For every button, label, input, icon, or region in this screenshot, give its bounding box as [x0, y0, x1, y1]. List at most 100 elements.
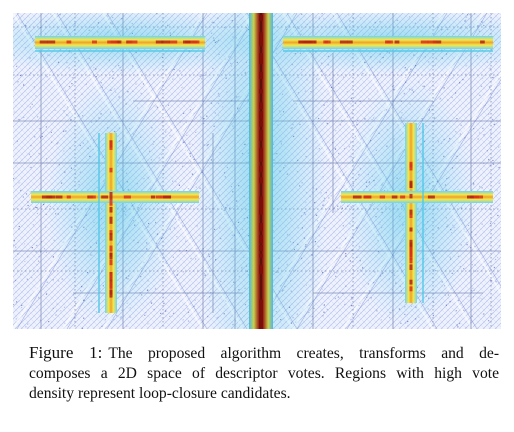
- noise-speck: [189, 152, 191, 154]
- noise-speck: [498, 146, 500, 148]
- noise-speck: [24, 260, 26, 263]
- noise-speck: [36, 207, 38, 209]
- noise-speck: [346, 91, 348, 93]
- noise-speck: [68, 85, 71, 88]
- vote-peak: [109, 167, 113, 173]
- vote-peak: [101, 195, 109, 199]
- noise-speck: [67, 106, 69, 108]
- noise-speck: [44, 226, 46, 228]
- vote-peak-center: [259, 120, 263, 127]
- vote-peak: [323, 40, 328, 44]
- vote-peak: [409, 258, 413, 264]
- noise-speck: [486, 150, 488, 152]
- noise-speck: [334, 297, 337, 299]
- noise-speck: [493, 123, 495, 125]
- noise-speck: [348, 146, 350, 148]
- noise-speck: [353, 314, 355, 316]
- noise-speck: [497, 256, 499, 259]
- noise-speck: [492, 163, 494, 165]
- noise-speck: [24, 243, 26, 245]
- noise-speck: [482, 77, 484, 79]
- vote-peak: [55, 195, 63, 199]
- vote-peak: [109, 230, 113, 235]
- vote-peak: [155, 195, 162, 199]
- noise-speck: [21, 304, 23, 306]
- noise-speck: [350, 141, 352, 143]
- noise-speck: [14, 279, 16, 282]
- noise-speck: [474, 264, 476, 266]
- noise-speck: [36, 244, 38, 246]
- noise-speck: [192, 144, 194, 146]
- caption-line-3: density represent loop-closure candidate…: [29, 385, 291, 402]
- noise-speck: [13, 244, 15, 246]
- vote-peak-center: [259, 152, 263, 162]
- vote-peak: [109, 289, 113, 298]
- noise-speck: [497, 214, 499, 217]
- noise-speck: [193, 305, 195, 307]
- vote-peak: [467, 195, 474, 199]
- noise-speck: [490, 279, 492, 282]
- noise-speck: [481, 223, 483, 225]
- vote-peak: [169, 40, 178, 44]
- noise-speck: [321, 288, 323, 290]
- noise-speck: [183, 112, 185, 114]
- noise-speck: [344, 303, 346, 306]
- vote-peak: [391, 195, 398, 199]
- noise-speck: [16, 301, 18, 303]
- vote-peak: [409, 193, 413, 199]
- noise-speck: [43, 248, 46, 250]
- noise-speck: [345, 285, 347, 287]
- vote-peak: [130, 40, 138, 44]
- noise-speck: [323, 304, 325, 306]
- vote-peak: [409, 250, 413, 256]
- noise-speck: [46, 158, 48, 160]
- noise-speck: [325, 263, 328, 265]
- noise-speck: [182, 271, 185, 273]
- noise-speck: [495, 281, 497, 283]
- noise-speck: [31, 103, 33, 105]
- noise-speck: [351, 112, 353, 114]
- noise-speck: [27, 256, 29, 258]
- vote-peak: [400, 195, 406, 199]
- noise-speck: [337, 205, 339, 207]
- noise-speck: [172, 256, 174, 258]
- noise-speck: [18, 225, 20, 228]
- noise-speck: [351, 298, 353, 300]
- noise-speck: [71, 83, 73, 85]
- noise-speck: [30, 145, 32, 147]
- noise-speck: [126, 325, 128, 327]
- noise-speck: [490, 131, 492, 133]
- vote-peak-center: [259, 196, 263, 206]
- vote-peak: [109, 273, 113, 279]
- noise-speck: [185, 240, 187, 242]
- noise-speck: [13, 304, 15, 306]
- noise-speck: [468, 296, 470, 298]
- caption-line-1: Figure 1: The proposed algorithm creates,…: [29, 343, 499, 364]
- vote-peak: [409, 227, 413, 232]
- noise-speck: [484, 133, 486, 135]
- vote-peak: [409, 254, 413, 260]
- vote-peak: [379, 195, 386, 199]
- vote-peak: [470, 195, 479, 199]
- noise-speck: [472, 287, 474, 289]
- vote-peak: [298, 40, 307, 44]
- vote-peak: [109, 199, 113, 206]
- noise-speck: [322, 315, 324, 317]
- noise-speck: [475, 234, 477, 236]
- noise-speck: [343, 148, 346, 150]
- noise-speck: [499, 82, 501, 84]
- noise-speck: [496, 92, 498, 94]
- vote-peak: [339, 40, 348, 44]
- noise-speck: [190, 205, 192, 207]
- noise-speck: [38, 256, 40, 258]
- noise-speck: [195, 258, 197, 260]
- vote-peak-center: [259, 111, 263, 119]
- noise-speck: [178, 184, 180, 186]
- noise-speck: [15, 318, 17, 320]
- noise-speck: [15, 259, 17, 261]
- noise-speck: [334, 210, 336, 212]
- noise-speck: [334, 147, 336, 149]
- vote-peak: [109, 207, 113, 213]
- noise-speck: [481, 298, 483, 300]
- noise-speck: [29, 106, 31, 108]
